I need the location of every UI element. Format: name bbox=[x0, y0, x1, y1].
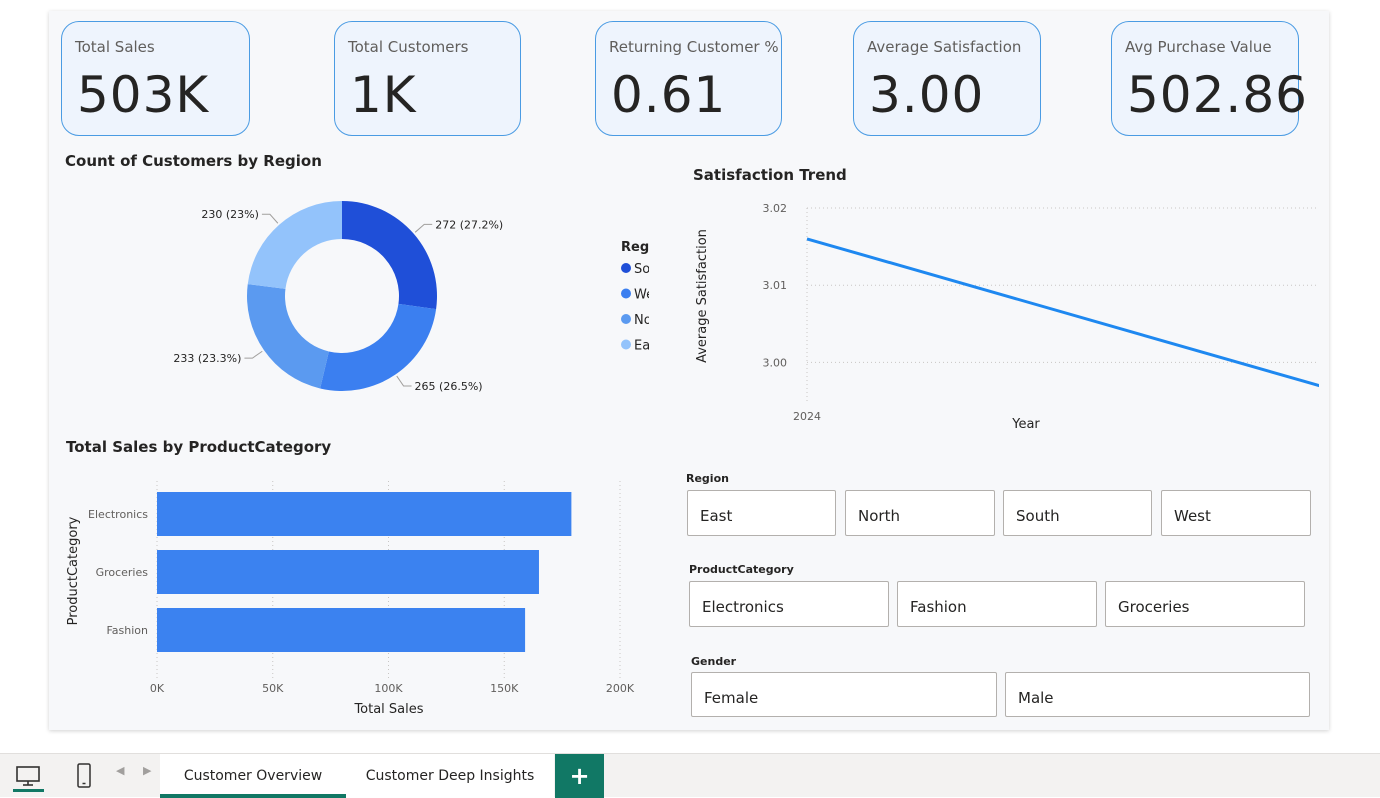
donut-leader-line bbox=[261, 213, 279, 224]
mobile-icon[interactable] bbox=[68, 760, 100, 792]
trend-x-tick-label: 2024 bbox=[793, 410, 821, 423]
legend-item-west[interactable]: West bbox=[621, 288, 649, 303]
bar-groceries[interactable] bbox=[157, 550, 539, 594]
slicer-option-female[interactable]: Female bbox=[691, 672, 997, 717]
donut-chart-title: Count of Customers by Region bbox=[65, 152, 322, 170]
slicer-title-gender: Gender bbox=[691, 655, 737, 668]
page-tab-bar: ◀ ▶ Customer Overview Customer Deep Insi… bbox=[0, 753, 1380, 798]
kpi-label: Average Satisfaction bbox=[867, 38, 1022, 56]
bar-x-ticks: 0K 50K 100K 150K 200K bbox=[150, 682, 635, 695]
slicer-option-electronics[interactable]: Electronics bbox=[689, 581, 889, 627]
bar-category-label: Fashion bbox=[106, 624, 148, 637]
bar-fashion[interactable] bbox=[157, 608, 526, 652]
tab-customer-overview[interactable]: Customer Overview bbox=[160, 754, 346, 798]
bar-x-tick-label: 0K bbox=[150, 682, 165, 695]
kpi-card-total-customers[interactable]: Total Customers 1K bbox=[334, 21, 521, 136]
legend-marker bbox=[621, 263, 631, 273]
bar-chart[interactable]: Electronics Groceries Fashion 0K 50K 100K 150… bbox=[59, 466, 659, 721]
legend-label: East bbox=[634, 339, 649, 354]
donut-leader-line bbox=[414, 223, 433, 233]
donut-slice-south[interactable] bbox=[342, 201, 437, 310]
desktop-icon[interactable] bbox=[12, 760, 44, 792]
legend-marker bbox=[621, 288, 631, 299]
tab-customer-deep-insights[interactable]: Customer Deep Insights bbox=[346, 754, 554, 798]
bar-chart-title: Total Sales by ProductCategory bbox=[66, 438, 332, 456]
donut-slice-north[interactable] bbox=[247, 284, 329, 389]
kpi-value: 502.86 bbox=[1127, 66, 1308, 124]
kpi-label: Total Sales bbox=[75, 38, 155, 56]
add-page-button[interactable]: + bbox=[555, 754, 604, 798]
donut-slice-east[interactable] bbox=[247, 201, 342, 289]
donut-leader-line bbox=[396, 375, 412, 387]
trend-x-ticks: 20242025 bbox=[793, 410, 821, 423]
report-canvas: Total Sales 503K Total Customers 1K Retu… bbox=[49, 11, 1329, 730]
slicer-title-region: Region bbox=[686, 472, 729, 485]
legend-label: South bbox=[634, 262, 649, 277]
trend-y-ticks: 3.02 3.01 3.00 bbox=[763, 202, 788, 369]
trend-x-axis-label: Year bbox=[1011, 417, 1040, 432]
legend-item-north[interactable]: North bbox=[621, 313, 649, 328]
donut-legend[interactable]: Region South West North East bbox=[621, 240, 649, 354]
donut-labels: 272 (27.2%) 265 (26.5%) 233 (23.3%) 230 (23… bbox=[173, 208, 503, 393]
slicer-option-south[interactable]: South bbox=[1003, 490, 1152, 536]
trend-gridlines bbox=[806, 207, 1319, 401]
legend-item-south[interactable]: South bbox=[621, 262, 649, 277]
desktop-view-indicator bbox=[13, 789, 44, 792]
slicer-option-west[interactable]: West bbox=[1161, 490, 1311, 536]
bar-electronics[interactable] bbox=[157, 492, 572, 536]
donut-slice-west[interactable] bbox=[320, 303, 437, 391]
donut-data-label: 233 (23.3%) bbox=[173, 352, 241, 365]
trend-y-tick-label: 3.01 bbox=[763, 279, 788, 292]
bar-y-axis-label: ProductCategory bbox=[66, 516, 81, 625]
trend-y-tick-label: 3.00 bbox=[763, 356, 788, 369]
kpi-label: Returning Customer % bbox=[609, 38, 779, 56]
kpi-value: 3.00 bbox=[869, 66, 985, 124]
slicer-option-fashion[interactable]: Fashion bbox=[897, 581, 1097, 627]
kpi-label: Total Customers bbox=[348, 38, 469, 56]
donut-arcs bbox=[247, 201, 437, 391]
kpi-card-total-sales[interactable]: Total Sales 503K bbox=[61, 21, 250, 136]
legend-marker bbox=[621, 339, 631, 350]
legend-label: North bbox=[634, 313, 649, 328]
bar-rects bbox=[157, 492, 572, 652]
kpi-card-average-satisfaction[interactable]: Average Satisfaction 3.00 bbox=[853, 21, 1041, 136]
kpi-value: 1K bbox=[350, 66, 417, 124]
donut-leader-line bbox=[244, 350, 263, 359]
kpi-label: Avg Purchase Value bbox=[1125, 38, 1272, 56]
bar-category-label: Electronics bbox=[88, 508, 148, 521]
trend-y-tick-label: 3.02 bbox=[763, 202, 788, 215]
legend-marker bbox=[621, 314, 631, 324]
legend-title: Region bbox=[621, 240, 649, 255]
trend-chart-title: Satisfaction Trend bbox=[693, 166, 847, 184]
bar-x-tick-label: 100K bbox=[374, 682, 403, 695]
bar-category-labels: Electronics Groceries Fashion bbox=[88, 508, 148, 637]
legend-label: West bbox=[634, 288, 649, 303]
bar-x-tick-label: 200K bbox=[606, 682, 635, 695]
slicer-option-east[interactable]: East bbox=[687, 490, 836, 536]
kpi-value: 503K bbox=[77, 66, 210, 124]
slicer-option-groceries[interactable]: Groceries bbox=[1105, 581, 1305, 627]
trend-y-axis-label: Average Satisfaction bbox=[695, 229, 710, 363]
bar-x-tick-label: 150K bbox=[490, 682, 519, 695]
legend-items: South West North East bbox=[621, 262, 649, 354]
donut-data-label: 265 (26.5%) bbox=[415, 380, 483, 393]
trend-line bbox=[806, 237, 1319, 388]
donut-chart[interactable]: 272 (27.2%) 265 (26.5%) 233 (23.3%) 230 (23… bbox=[149, 181, 649, 421]
bar-x-tick-label: 50K bbox=[262, 682, 284, 695]
donut-data-label: 230 (23%) bbox=[201, 208, 259, 221]
kpi-card-returning-customer[interactable]: Returning Customer % 0.61 bbox=[595, 21, 782, 136]
legend-item-east[interactable]: East bbox=[621, 339, 649, 354]
slicer-title-productcategory: ProductCategory bbox=[689, 563, 794, 576]
donut-data-label: 272 (27.2%) bbox=[435, 218, 503, 231]
bar-category-label: Groceries bbox=[96, 566, 149, 579]
bar-x-axis-label: Total Sales bbox=[353, 702, 423, 717]
slicer-option-north[interactable]: North bbox=[845, 490, 995, 536]
kpi-card-avg-purchase-value[interactable]: Avg Purchase Value 502.86 bbox=[1111, 21, 1307, 136]
slicer-option-male[interactable]: Male bbox=[1005, 672, 1310, 717]
chevron-left-icon[interactable]: ◀ bbox=[116, 764, 125, 777]
kpi-value: 0.61 bbox=[611, 66, 727, 124]
trend-chart[interactable]: 3.02 3.01 3.00 20242025 Year Average Satis… bbox=[689, 186, 1319, 446]
chevron-right-icon[interactable]: ▶ bbox=[143, 764, 152, 777]
